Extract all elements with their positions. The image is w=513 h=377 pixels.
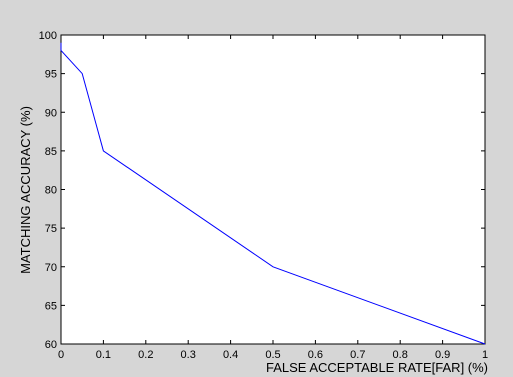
x-tick-label: 0.9 <box>435 349 450 361</box>
y-tick-label: 65 <box>45 300 57 312</box>
series-line-0 <box>60 42 486 345</box>
y-tick-label: 90 <box>45 107 57 119</box>
y-tick-label: 80 <box>45 185 57 197</box>
y-axis-ticks: 60 65 70 75 80 85 90 95 100 <box>39 30 485 351</box>
x-tick-label: 0.5 <box>265 349 280 361</box>
x-tick-label: 0.8 <box>393 349 408 361</box>
x-tick-label: 0.2 <box>138 349 153 361</box>
x-tick-label: 0.1 <box>96 349 111 361</box>
x-axis-ticks: 0 0.1 0.2 0.3 0.4 0.5 0.6 0.7 0.8 0.9 1 <box>58 35 488 361</box>
y-tick-label: 85 <box>45 146 57 158</box>
plot-area <box>60 34 486 345</box>
x-tick-label: 1 <box>482 349 488 361</box>
x-tick-label: 0 <box>58 349 64 361</box>
x-tick-label: 0.6 <box>308 349 323 361</box>
x-tick-label: 0.4 <box>223 349 238 361</box>
x-tick-label: 0.7 <box>350 349 365 361</box>
y-tick-label: 100 <box>39 30 57 42</box>
y-tick-label: 70 <box>45 262 57 274</box>
y-tick-label: 95 <box>45 69 57 81</box>
x-tick-label: 0.3 <box>181 349 196 361</box>
series-layer <box>60 42 486 345</box>
y-tick-label: 75 <box>45 223 57 235</box>
x-axis-label: FALSE ACCEPTABLE RATE[FAR] (%) <box>266 360 488 375</box>
y-tick-label: 60 <box>45 339 57 351</box>
y-axis-label: MATCHING ACCURACY (%) <box>18 106 33 274</box>
